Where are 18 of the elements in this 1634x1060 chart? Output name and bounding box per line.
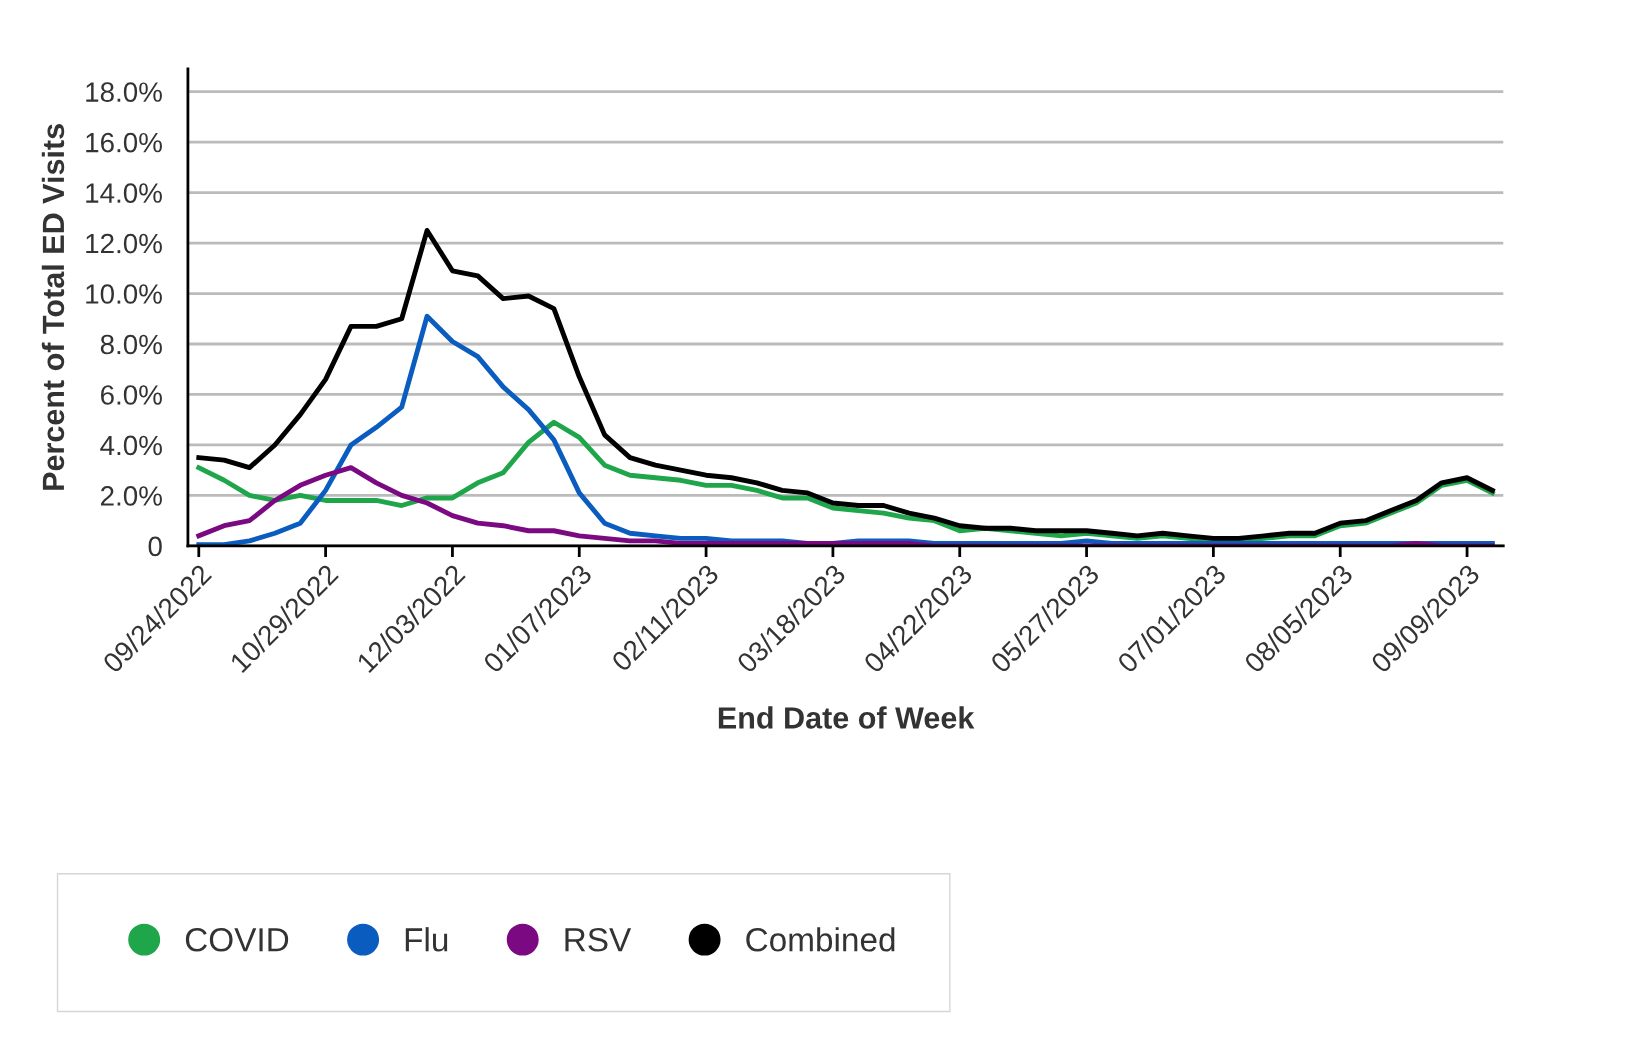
legend-label: RSV (565, 928, 632, 952)
legend-label: Flu (405, 927, 448, 952)
y-axis-title: Percent of Total ED Visits (41, 124, 65, 490)
y-tick-label: 14.0% (86, 183, 162, 203)
y-tick-label: 2.0% (101, 486, 162, 506)
line-series (196, 227, 1495, 541)
legend-label: Combined (746, 927, 895, 952)
y-tick-label: 0 (148, 536, 162, 557)
legend-label: COVID (185, 928, 289, 952)
y-tick-label: 16.0% (86, 132, 162, 153)
y-tick-label: 6.0% (101, 385, 162, 405)
y-tick-label: 8.0% (100, 334, 162, 355)
x-axis-title: End Date of Week (718, 706, 975, 729)
line-series (196, 465, 1495, 546)
y-tick-label: 4.0% (100, 435, 162, 456)
y-tick-label: 10.0% (86, 284, 162, 304)
y-tick-label: 18.0% (86, 82, 162, 102)
y-tick-label: 12.0% (86, 233, 162, 254)
